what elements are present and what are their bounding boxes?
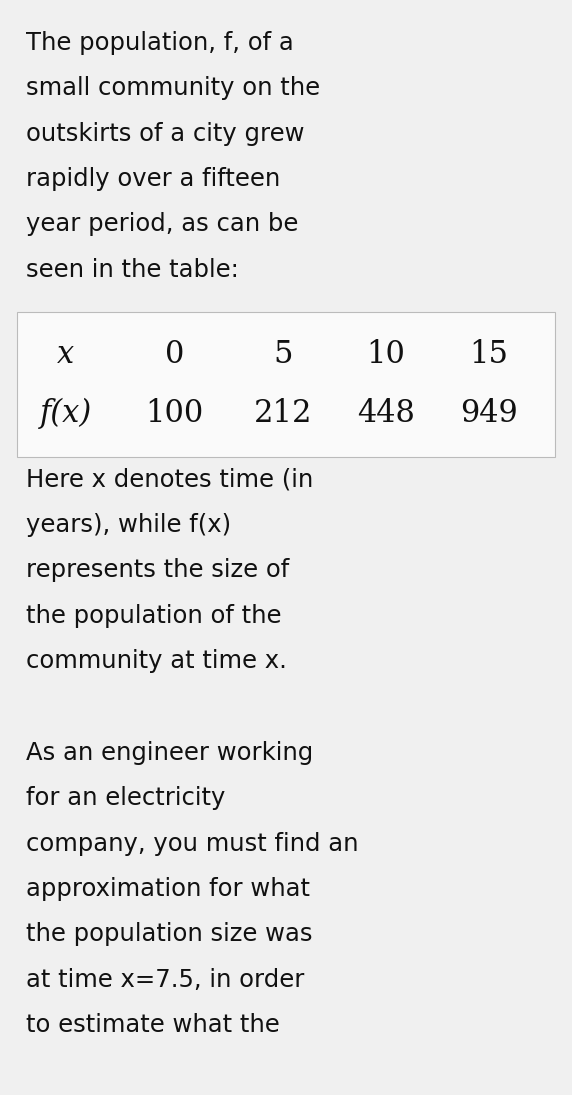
Text: 0: 0 xyxy=(165,339,184,370)
Text: The population, f, of a: The population, f, of a xyxy=(26,31,293,55)
Text: years), while f(x): years), while f(x) xyxy=(26,512,231,537)
FancyBboxPatch shape xyxy=(17,312,555,457)
Text: company, you must find an: company, you must find an xyxy=(26,831,358,855)
Text: f(x): f(x) xyxy=(39,399,92,429)
Text: rapidly over a fifteen: rapidly over a fifteen xyxy=(26,166,280,191)
Text: 15: 15 xyxy=(470,339,509,370)
Text: x: x xyxy=(57,339,74,370)
Text: the population of the: the population of the xyxy=(26,603,281,627)
Text: As an engineer working: As an engineer working xyxy=(26,740,313,764)
Text: outskirts of a city grew: outskirts of a city grew xyxy=(26,122,304,146)
Text: year period, as can be: year period, as can be xyxy=(26,212,298,237)
Text: 10: 10 xyxy=(367,339,406,370)
Text: for an electricity: for an electricity xyxy=(26,786,225,810)
Text: approximation for what: approximation for what xyxy=(26,877,310,901)
Text: the population size was: the population size was xyxy=(26,922,312,946)
Text: Here x denotes time (in: Here x denotes time (in xyxy=(26,468,313,492)
Text: 5: 5 xyxy=(273,339,293,370)
Text: represents the size of: represents the size of xyxy=(26,558,289,583)
Text: 212: 212 xyxy=(254,399,312,429)
Text: seen in the table:: seen in the table: xyxy=(26,257,239,281)
Text: 100: 100 xyxy=(145,399,204,429)
Text: small community on the: small community on the xyxy=(26,77,320,100)
Text: to estimate what the: to estimate what the xyxy=(26,1013,280,1037)
Text: at time x=7.5, in order: at time x=7.5, in order xyxy=(26,968,304,992)
Text: community at time x.: community at time x. xyxy=(26,649,287,673)
Text: 949: 949 xyxy=(460,399,518,429)
Text: 448: 448 xyxy=(357,399,415,429)
